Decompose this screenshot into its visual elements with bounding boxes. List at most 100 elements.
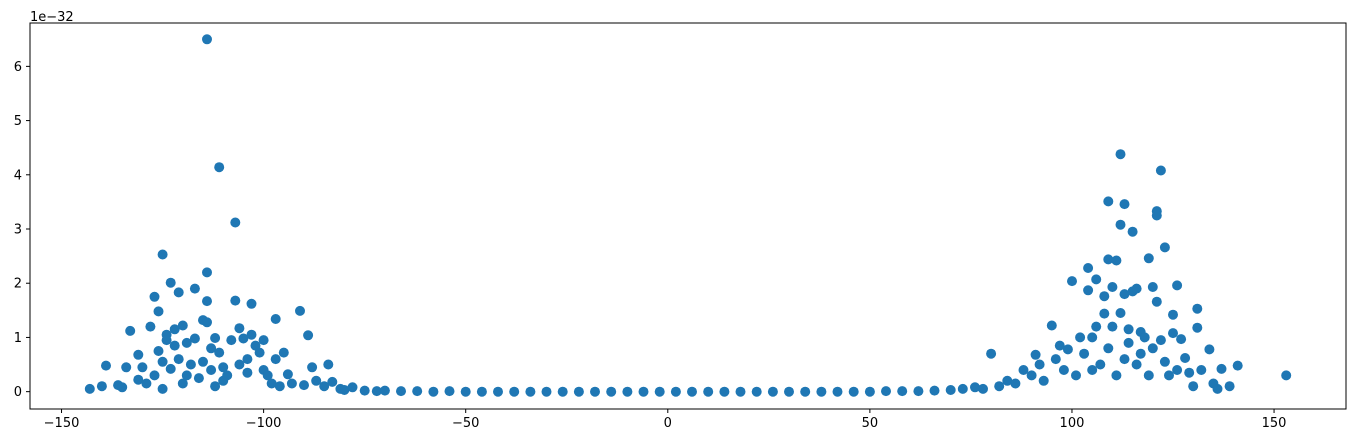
scatter-point	[234, 323, 245, 334]
y-tick-label: 3	[14, 223, 22, 238]
scatter-point	[622, 386, 633, 397]
points-layer	[84, 34, 1292, 397]
scatter-point	[784, 386, 794, 397]
scatter-point	[1159, 356, 1170, 367]
scatter-point	[1168, 309, 1178, 320]
scatter-point	[412, 386, 423, 397]
scatter-point	[181, 370, 192, 381]
scatter-point	[1099, 291, 1110, 302]
x-tick-label: 0	[664, 416, 672, 431]
scatter-point	[970, 382, 980, 393]
x-tick-label: 50	[862, 416, 879, 431]
scatter-point	[133, 349, 144, 360]
scatter-point	[816, 386, 827, 397]
scatter-point	[1192, 322, 1203, 333]
scatter-point	[1111, 255, 1122, 266]
scatter-point	[1172, 365, 1183, 375]
x-tick-label: 100	[1060, 416, 1085, 431]
x-axis-ticks: −150 −100 −50 0 50 100 150	[44, 409, 1286, 431]
scatter-point	[929, 385, 940, 396]
y-tick-label: 1	[14, 331, 22, 346]
scatter-point	[1131, 359, 1142, 370]
scatter-point	[303, 330, 314, 341]
scatter-point	[1168, 328, 1178, 339]
scatter-point	[1095, 359, 1106, 370]
scatter-point	[444, 386, 455, 397]
scatter-point	[1050, 354, 1061, 365]
scatter-point	[258, 335, 269, 346]
scatter-point	[165, 277, 176, 288]
scatter-point	[1216, 363, 1227, 374]
scatter-point	[189, 333, 200, 344]
scatter-point	[254, 347, 265, 358]
scatter-point	[1224, 381, 1235, 392]
plot-area-frame	[29, 22, 1347, 410]
scatter-point	[214, 347, 225, 358]
scatter-point	[218, 362, 229, 373]
scatter-point	[189, 283, 200, 294]
scatter-point	[1083, 285, 1094, 296]
scatter-point	[1119, 289, 1130, 300]
scatter-point	[1143, 370, 1154, 381]
scatter-point	[1115, 308, 1126, 318]
scatter-point	[1143, 253, 1154, 264]
scatter-point	[145, 321, 156, 332]
scatter-point	[1046, 320, 1057, 331]
scatter-point	[1091, 321, 1102, 332]
scatter-point	[117, 382, 128, 393]
scatter-point	[1119, 199, 1130, 210]
scatter-point	[210, 333, 221, 343]
scatter-point	[557, 386, 568, 397]
scatter-point	[986, 348, 997, 359]
scatter-point	[319, 381, 330, 392]
scatter-point	[1087, 332, 1098, 343]
scatter-point	[1155, 165, 1166, 176]
scatter-point	[282, 369, 293, 380]
scatter-point	[266, 378, 277, 389]
scatter-point	[1010, 378, 1021, 389]
scatter-point	[214, 162, 225, 173]
scatter-point	[246, 329, 257, 340]
scatter-point	[1087, 365, 1098, 375]
y-tick-label: 5	[14, 114, 22, 129]
scatter-point	[339, 385, 350, 395]
scatter-point	[177, 378, 188, 389]
scatter-point	[202, 317, 212, 328]
scatter-point	[897, 386, 908, 397]
scatter-point	[286, 378, 297, 389]
scatter-point	[800, 386, 811, 397]
scatter-point	[274, 381, 285, 392]
y-offset-label: 1e−32	[30, 10, 74, 25]
y-tick-label: 6	[14, 60, 22, 75]
scatter-point	[1151, 296, 1162, 307]
scatter-point	[994, 381, 1005, 392]
scatter-point	[202, 34, 212, 45]
scatter-point	[1196, 365, 1207, 375]
y-axis-ticks: 0 1 2 3 4 5 6	[14, 60, 30, 400]
scatter-point	[137, 362, 148, 373]
scatter-point	[230, 217, 241, 228]
scatter-point	[141, 378, 152, 389]
scatter-point	[169, 340, 180, 351]
scatter-point	[327, 376, 338, 387]
scatter-point	[832, 386, 843, 397]
scatter-point	[1139, 332, 1150, 343]
scatter-point	[590, 386, 600, 397]
scatter-point	[1103, 254, 1114, 265]
scatter-point	[735, 386, 746, 397]
scatter-point	[1099, 308, 1110, 319]
scatter-point	[133, 374, 144, 385]
scatter-point	[638, 386, 649, 397]
scatter-point	[185, 359, 196, 370]
scatter-point	[1180, 353, 1191, 363]
scatter-point	[149, 291, 160, 302]
scatter-point	[1151, 206, 1162, 217]
scatter-point	[1075, 332, 1086, 343]
scatter-point	[848, 386, 859, 397]
scatter-point	[1062, 344, 1073, 355]
scatter-point	[165, 363, 176, 374]
scatter-point	[379, 385, 390, 396]
scatter-point	[202, 267, 212, 278]
scatter-point	[161, 335, 172, 346]
scatter-point	[270, 354, 281, 365]
